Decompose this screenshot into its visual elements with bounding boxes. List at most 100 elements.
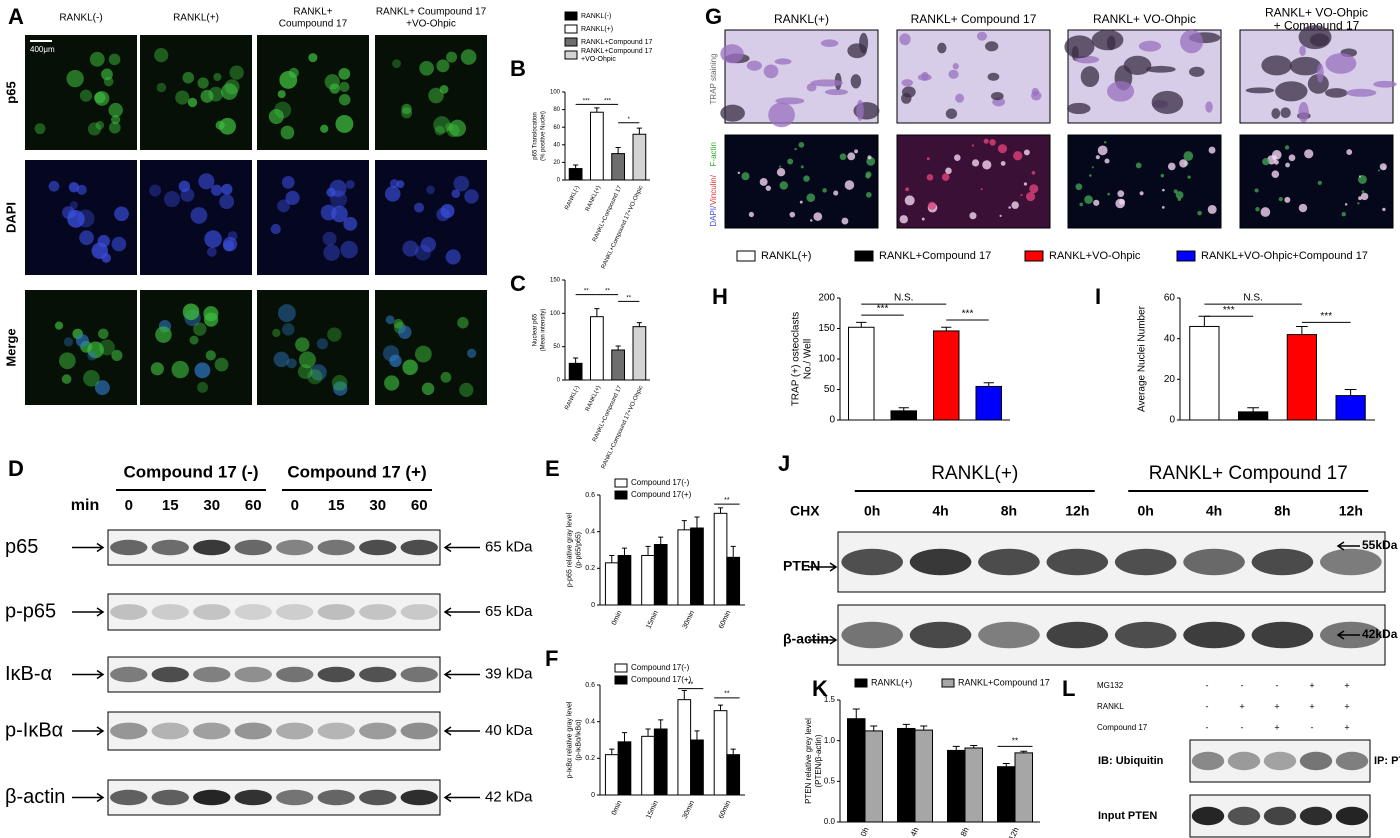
cell <box>765 185 772 191</box>
cell <box>899 215 908 224</box>
cell <box>905 187 910 192</box>
blot <box>107 711 441 751</box>
cell <box>307 369 323 385</box>
y-axis-label: p65 Translocation <box>533 112 539 159</box>
cell <box>926 157 930 161</box>
cell <box>320 124 329 133</box>
osteoclast <box>763 64 779 79</box>
cell <box>178 180 191 193</box>
condition-sign: + <box>1344 722 1349 732</box>
arrow <box>72 669 105 680</box>
cell <box>1208 146 1216 154</box>
legend-swatch <box>736 250 756 262</box>
bar <box>890 410 917 421</box>
y-tick-label: 60 <box>1164 293 1176 304</box>
osteoclast <box>1138 40 1162 52</box>
time-label: 8h <box>1274 503 1290 519</box>
bar <box>864 730 883 823</box>
cell <box>48 180 60 192</box>
error-bar <box>573 357 579 364</box>
osteoclast <box>859 32 869 54</box>
bar <box>848 326 875 421</box>
error-bar <box>681 520 687 530</box>
cell <box>1379 163 1387 171</box>
cell <box>1284 196 1291 203</box>
significance: * <box>628 117 631 123</box>
bar <box>632 133 647 181</box>
error-bar <box>594 308 600 317</box>
significance: ** <box>605 289 610 295</box>
osteoclast <box>850 74 862 89</box>
bar <box>713 512 728 606</box>
error-bar <box>941 326 952 331</box>
error-bar <box>898 407 909 411</box>
x-tick-label: 60min <box>718 800 732 820</box>
band <box>151 604 189 620</box>
panel-letter: F <box>545 646 558 671</box>
bar <box>611 153 625 181</box>
legend-swatch <box>614 490 628 500</box>
cell <box>111 114 121 125</box>
osteoclast <box>948 69 959 79</box>
band <box>1299 751 1333 771</box>
osteoclast <box>1106 35 1116 51</box>
significance: *** <box>604 98 612 104</box>
cell <box>108 102 123 118</box>
bar <box>726 754 741 796</box>
cell <box>401 103 412 115</box>
band <box>317 722 355 740</box>
cell <box>428 87 444 104</box>
osteoclast <box>775 97 805 105</box>
cell <box>402 359 418 376</box>
legend-label: RANKL(-) <box>581 13 611 20</box>
significance: *** <box>1223 305 1235 316</box>
cell <box>1262 158 1270 166</box>
cell <box>295 337 310 352</box>
y-tick-label: 50 <box>824 384 836 395</box>
cell <box>997 144 1008 154</box>
osteoclast <box>768 102 795 128</box>
bar <box>641 555 655 606</box>
cell <box>448 119 467 137</box>
band <box>110 539 148 556</box>
cell <box>1285 162 1290 168</box>
y-tick-label: 100 <box>818 354 835 365</box>
x-tick-label: 0min <box>611 610 624 627</box>
bar <box>653 728 668 796</box>
cell <box>214 357 229 372</box>
significance: *** <box>1320 311 1332 322</box>
osteoclast <box>806 83 817 92</box>
cell <box>433 116 451 134</box>
cell <box>1175 191 1184 199</box>
cell <box>737 171 741 175</box>
bar <box>1238 411 1269 421</box>
time-label: 0 <box>291 497 299 514</box>
band <box>234 789 272 806</box>
band <box>317 666 355 683</box>
cell <box>1346 149 1353 156</box>
osteoclast <box>1031 90 1042 101</box>
time-label: 4h <box>1206 503 1222 519</box>
cell <box>439 84 449 94</box>
legend-swatch <box>854 678 868 688</box>
cell <box>999 214 1002 217</box>
cell <box>1025 191 1036 202</box>
cell <box>1011 201 1019 209</box>
cell <box>1255 207 1260 212</box>
size-label: 42kDa <box>1362 627 1398 641</box>
band <box>400 604 438 620</box>
condition-sign: - <box>1241 680 1244 690</box>
error-bar <box>645 545 651 556</box>
cell <box>268 109 284 125</box>
legend-swatch <box>614 663 628 673</box>
condition-sign: - <box>1206 680 1209 690</box>
panel-letter: K <box>812 676 828 701</box>
cell <box>279 71 298 89</box>
cell <box>1271 150 1282 160</box>
cell <box>331 375 348 391</box>
time-label: CHX <box>790 503 820 519</box>
band <box>1046 621 1109 649</box>
band <box>1114 548 1177 576</box>
cell <box>335 114 354 133</box>
cell <box>385 315 395 325</box>
